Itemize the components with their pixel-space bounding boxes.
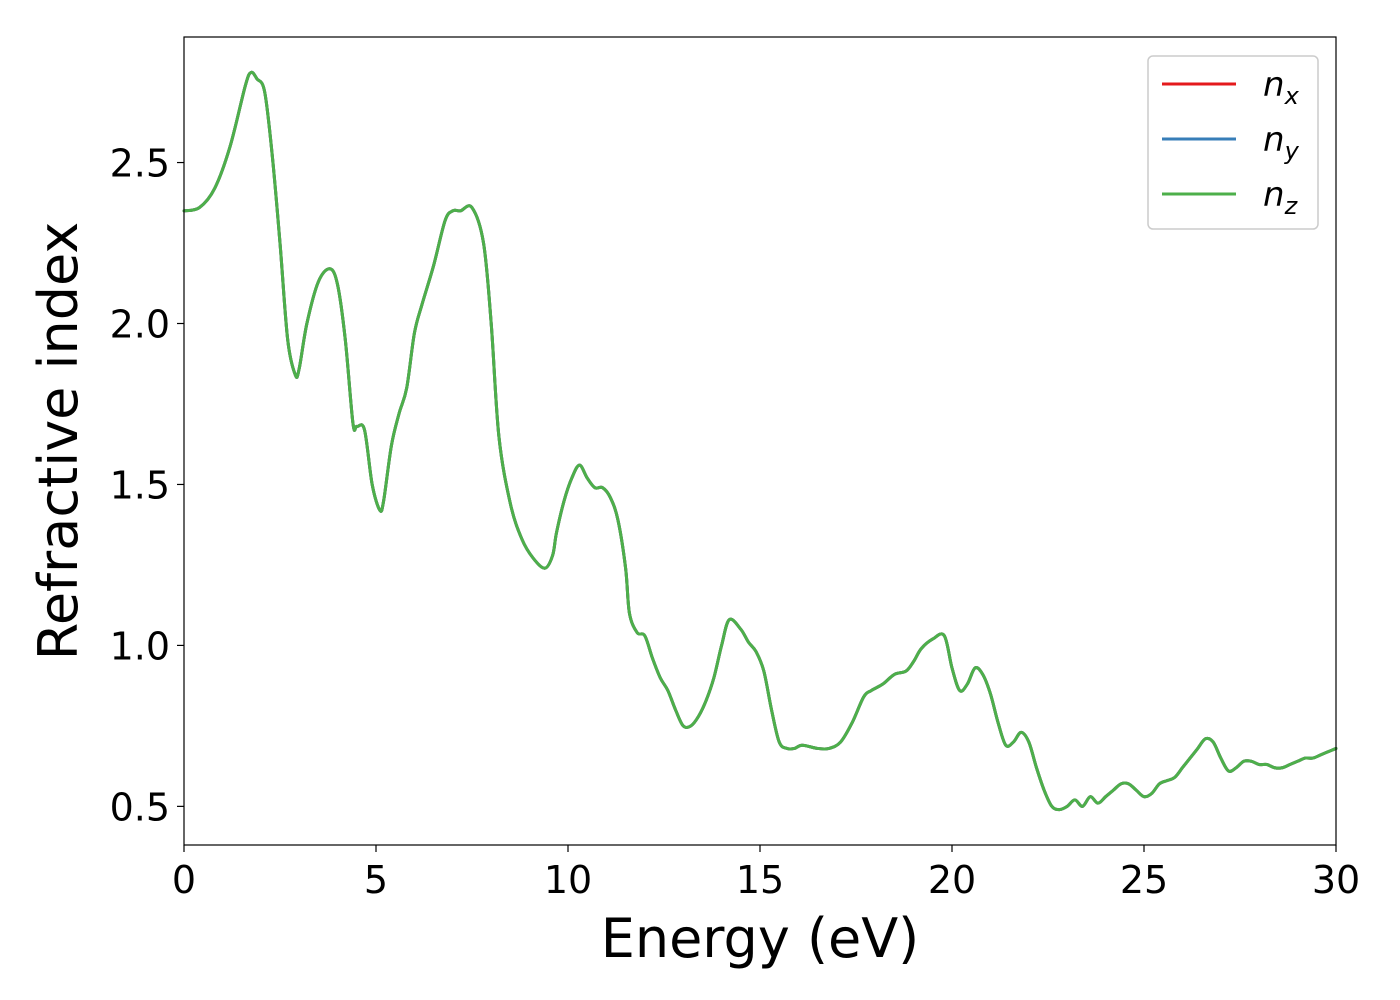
y-tick-label: 1.5: [110, 463, 170, 507]
series-layer: [182, 70, 1338, 812]
y-axis-title: Refractive index: [27, 222, 90, 661]
legend-label-nz: nz: [1263, 175, 1299, 220]
x-tick-label: 0: [172, 858, 196, 902]
legend-box: [1147, 55, 1319, 230]
y-tick-label: 2.5: [110, 142, 170, 186]
x-tick-label: 30: [1312, 858, 1360, 902]
x-tick-label: 5: [364, 858, 388, 902]
x-axis-title: Energy (eV): [601, 907, 920, 970]
y-tick-label: 0.5: [110, 785, 170, 829]
x-tick-label: 25: [1120, 858, 1168, 902]
y-tick-label: 2.0: [110, 303, 170, 347]
x-tick-label: 15: [736, 858, 784, 902]
plot-background: [184, 37, 1336, 845]
x-axis-ticks: 0 5 10 15 20 25 30: [172, 845, 1360, 902]
legend-label-ny: ny: [1263, 120, 1300, 165]
y-tick-label: 1.0: [110, 624, 170, 668]
series-line-n_z: [182, 70, 1338, 812]
y-axis-ticks: 0.5 1.0 1.5 2.0 2.5: [110, 142, 184, 829]
legend: nx ny nz: [1147, 55, 1319, 230]
x-tick-label: 20: [928, 858, 976, 902]
legend-label-nx: nx: [1263, 65, 1300, 110]
x-tick-label: 10: [544, 858, 592, 902]
legend-entries: nx ny nz: [1162, 65, 1300, 220]
